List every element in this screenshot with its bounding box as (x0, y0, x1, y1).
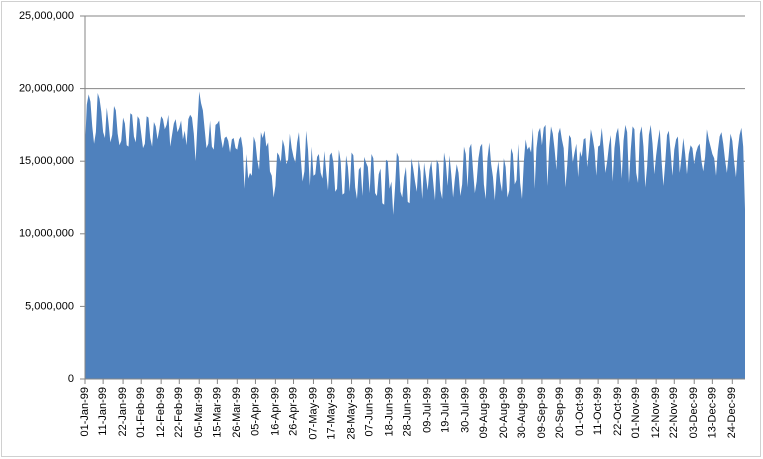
x-tick-label: 26-Mar-99 (231, 387, 243, 438)
x-tick-label: 24-Dec-99 (726, 387, 738, 438)
x-tick-label: 09-Aug-99 (478, 387, 490, 438)
x-tick-label: 12-Feb-99 (155, 387, 167, 438)
y-tick-label: 20,000,000 (19, 83, 74, 95)
x-tick-label: 22-Jan-99 (117, 387, 129, 437)
x-tick-label: 22-Feb-99 (173, 387, 185, 438)
x-tick-label: 19-Jul-99 (440, 387, 452, 433)
x-tick-label: 22-Oct-99 (612, 387, 624, 436)
plot-area (85, 91, 745, 379)
x-tick-label: 30-Aug-99 (516, 387, 528, 438)
x-tick-label: 17-May-99 (325, 387, 337, 440)
y-tick-label: 25,000,000 (19, 10, 74, 22)
x-tick-label: 05-Mar-99 (193, 387, 205, 438)
area (85, 91, 745, 379)
axes: 0 5,000,000 10,000,000 15,000,000 20,000,000… (19, 10, 745, 440)
y-tick-label: 10,000,000 (19, 228, 74, 240)
x-tick-label: 26-Apr-99 (287, 387, 299, 436)
x-tick-label: 28-Jun-99 (402, 387, 414, 437)
x-tick-label: 16-Apr-99 (269, 387, 281, 436)
x-tick-label: 11-Jan-99 (97, 387, 109, 436)
x-tick-label: 18-Jun-99 (384, 387, 396, 437)
x-tick-label: 09-Sep-99 (536, 387, 548, 438)
x-tick-label: 13-Dec-99 (706, 387, 718, 438)
x-tick-label: 20-Sep-99 (554, 387, 566, 438)
x-tick-label: 20-Aug-99 (498, 387, 510, 438)
y-tick-label: 5,000,000 (25, 300, 74, 312)
x-tick-label: 30-Jul-99 (460, 387, 472, 433)
x-tick-label: 12-Nov-99 (650, 387, 662, 438)
x-tick-label: 07-May-99 (307, 387, 319, 440)
x-tick-label: 28-May-99 (345, 387, 357, 440)
x-tick-label: 05-Apr-99 (249, 387, 261, 436)
x-tick-label: 11-Oct-99 (592, 387, 604, 435)
y-tick-label: 15,000,000 (19, 155, 74, 167)
x-tick-label: 07-Jun-99 (364, 387, 376, 437)
x-tick-label: 03-Dec-99 (688, 387, 700, 438)
y-tick-label: 0 (68, 373, 74, 385)
x-tick-label: 01-Oct-99 (574, 387, 586, 436)
x-tick-label: 15-Mar-99 (211, 387, 223, 438)
x-tick-label: 01-Jan-99 (79, 387, 91, 437)
x-tick-label: 01-Nov-99 (630, 387, 642, 438)
x-tick-label: 01-Feb-99 (135, 387, 147, 438)
x-tick-label: 09-Jul-99 (422, 387, 434, 433)
x-tick-label: 22-Nov-99 (668, 387, 680, 438)
